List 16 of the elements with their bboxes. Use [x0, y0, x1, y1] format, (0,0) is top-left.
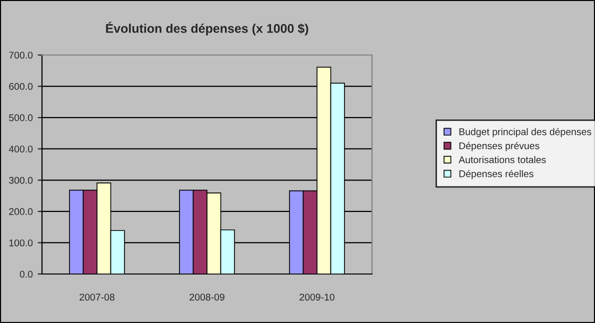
y-tick-label: 600.0	[9, 83, 33, 90]
x-tick-label: 2008-09	[190, 294, 224, 301]
y-tick-label: 700.0	[9, 52, 33, 59]
y-tick-label: 200.0	[9, 208, 33, 216]
legend-label: Dépenses réelles	[459, 170, 534, 180]
x-tick-label: 2007-08	[80, 294, 114, 301]
y-tick-label: 300.0	[9, 176, 33, 184]
chart-title: Évolution des dépenses (x 1000 $)	[106, 22, 308, 36]
y-tick-label: 400.0	[8, 146, 33, 152]
y-tick-label: 0.0	[20, 270, 33, 278]
y-tick-label: 500.0	[9, 114, 33, 122]
legend-label: Dépenses prévues	[459, 142, 540, 152]
y-tick-label: 100.0	[9, 239, 33, 246]
x-tick-label: 2009-10	[300, 294, 334, 301]
legend-label: Budget principal des dépenses	[459, 128, 592, 138]
legend-label: Autorisations totales	[458, 156, 546, 164]
